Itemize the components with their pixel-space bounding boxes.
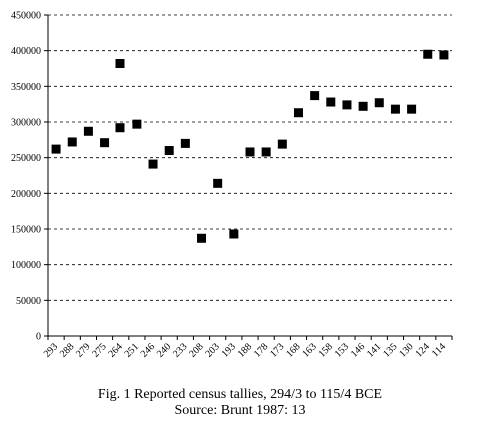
x-tick-label: 251	[123, 341, 141, 359]
data-point	[164, 146, 174, 156]
x-tick-label: 153	[333, 341, 351, 359]
scatter-chart: 0 50000 100000 150000 200000 250000 300000 3500…	[11, 11, 453, 360]
data-point	[374, 98, 384, 108]
y-tick-label: 100000	[11, 260, 41, 271]
x-tick-label: 141	[365, 341, 383, 359]
x-tick-label: 233	[171, 341, 189, 359]
x-tick-label: 193	[220, 341, 238, 359]
x-tick-label: 264	[106, 341, 124, 359]
x-tick-label: 146	[349, 341, 367, 359]
x-tick-label: 173	[268, 341, 286, 359]
data-point	[180, 138, 190, 148]
data-point	[277, 139, 287, 149]
x-axis-tick-labels: 2932882792752642512462402332082031931881…	[42, 341, 448, 359]
data-point	[115, 59, 125, 69]
x-tick-label: 130	[397, 341, 415, 359]
y-tick-label: 150000	[11, 225, 41, 236]
data-point	[213, 178, 223, 188]
figure-source: Source: Brunt 1987: 13	[174, 403, 306, 418]
data-point	[197, 233, 207, 243]
data-point	[310, 91, 320, 101]
x-tick-label: 178	[252, 341, 270, 359]
y-tick-label: 250000	[11, 153, 41, 164]
y-tick-label: 0	[36, 332, 41, 343]
x-tick-label: 279	[74, 341, 92, 359]
x-tick-label: 208	[187, 341, 205, 359]
x-tick-label: 158	[317, 341, 335, 359]
x-tick-label: 135	[381, 341, 399, 359]
x-tick-label: 203	[203, 341, 221, 359]
data-point	[132, 119, 142, 129]
data-point	[439, 50, 449, 60]
x-tick-label: 124	[413, 341, 431, 359]
data-point	[67, 137, 77, 147]
figure-caption: Fig. 1 Reported census tallies, 294/3 to…	[97, 387, 383, 402]
data-point	[326, 97, 336, 107]
data-point	[293, 108, 303, 118]
data-point	[261, 147, 271, 157]
data-point	[100, 138, 110, 148]
data-point	[83, 126, 93, 136]
x-tick-label: 240	[155, 341, 173, 359]
data-point	[390, 104, 400, 114]
y-tick-label: 50000	[16, 296, 41, 307]
data-point	[342, 100, 352, 110]
data-points	[51, 49, 449, 243]
y-tick-label: 400000	[11, 46, 41, 57]
y-tick-label: 300000	[11, 118, 41, 129]
y-axis-tick-labels: 0 50000 100000 150000 200000 250000 300000 3500…	[11, 11, 41, 343]
data-point	[423, 49, 433, 59]
axes	[44, 14, 453, 340]
data-point	[115, 123, 125, 133]
data-point	[245, 147, 255, 157]
data-point	[51, 144, 61, 154]
y-tick-label: 450000	[11, 11, 41, 22]
x-tick-label: 188	[236, 341, 254, 359]
x-tick-label: 288	[58, 341, 76, 359]
x-tick-label: 114	[430, 341, 448, 359]
x-tick-label: 168	[284, 341, 302, 359]
data-point	[407, 104, 417, 114]
x-tick-label: 163	[300, 341, 318, 359]
x-tick-label: 293	[42, 341, 60, 359]
x-tick-label: 246	[139, 341, 157, 359]
grid-lines	[48, 14, 452, 301]
data-point	[358, 101, 368, 111]
data-point	[148, 159, 158, 169]
data-point	[229, 229, 239, 239]
x-tick-label: 275	[90, 341, 108, 359]
y-tick-label: 350000	[11, 82, 41, 93]
y-tick-label: 200000	[11, 189, 41, 200]
